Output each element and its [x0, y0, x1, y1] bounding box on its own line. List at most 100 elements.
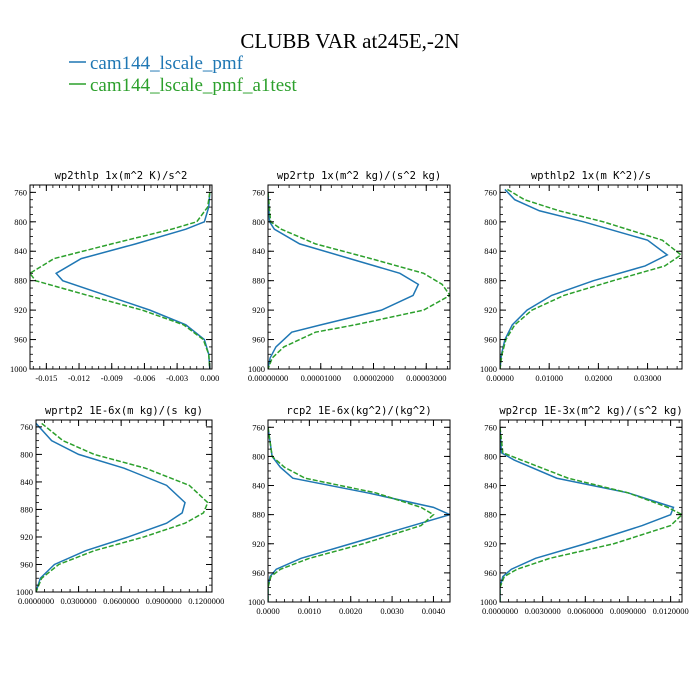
- legend-label-1: cam144_lscale_pmf_a1test: [90, 75, 298, 96]
- panel-title: wp2thlp 1x(m^2 K)/s^2: [55, 170, 188, 182]
- x-tick-label: 0.0120000: [653, 606, 689, 616]
- y-tick-label: 800: [252, 451, 265, 461]
- y-tick-label: 880: [484, 510, 497, 520]
- x-tick-label: 0.00002000: [353, 373, 393, 383]
- y-tick-label: 920: [484, 305, 497, 315]
- y-tick-label: 920: [252, 539, 265, 549]
- x-tick-label: 0.0030000: [525, 606, 561, 616]
- x-tick-label: 0.0090000: [610, 606, 646, 616]
- panel-title: wpthlp2 1x(m K^2)/s: [531, 170, 651, 182]
- y-tick-label: 880: [484, 276, 497, 286]
- x-tick-label: 0.00003000: [406, 373, 446, 383]
- series-line-0: [54, 192, 211, 369]
- y-tick-label: 840: [252, 246, 265, 256]
- y-tick-label: 760: [14, 187, 27, 197]
- y-tick-label: 960: [484, 335, 497, 345]
- y-tick-label: 800: [484, 451, 497, 461]
- x-tick-label: 0.0010: [298, 606, 321, 616]
- x-tick-label: -0.012: [68, 373, 90, 383]
- y-tick-label: 760: [252, 187, 265, 197]
- plot-frame: [29, 184, 213, 370]
- y-tick-label: 800: [252, 217, 265, 227]
- legend: cam144_lscale_pmf cam144_lscale_pmf_a1te…: [69, 53, 298, 96]
- y-tick-label: 760: [484, 422, 497, 432]
- y-tick-label: 760: [484, 187, 497, 197]
- x-tick-label: 0.0000000: [482, 606, 518, 616]
- x-tick-label: 0.03000: [634, 373, 662, 383]
- y-tick-label: 800: [484, 217, 497, 227]
- x-tick-label: 0.00000000: [248, 373, 288, 383]
- plot-frame: [267, 184, 451, 370]
- y-tick-label: 1000: [248, 597, 265, 607]
- series-line-1: [268, 427, 435, 602]
- y-tick-label: 960: [20, 559, 33, 569]
- x-tick-label: 0.00001000: [301, 373, 341, 383]
- x-tick-label: 0.0030: [380, 606, 403, 616]
- y-tick-label: 840: [14, 246, 27, 256]
- x-tick-label: 0.02000: [585, 373, 613, 383]
- panel-4: rcp2 1E-6x(kg^2)/(kg^2) 760 800 840 880 920 96…: [248, 405, 451, 616]
- series-line-1: [30, 192, 211, 369]
- x-tick-label: 0.01000: [535, 373, 563, 383]
- panel-0: wp2thlp 1x(m^2 K)/s^2 760 800 840 880 920 960 1…: [10, 170, 219, 383]
- legend-label-0: cam144_lscale_pmf: [90, 53, 244, 74]
- y-tick-label: 840: [20, 477, 33, 487]
- y-tick-label: 840: [484, 481, 497, 491]
- panel-title: rcp2 1E-6x(kg^2)/(kg^2): [286, 405, 431, 417]
- x-tick-label: 0.0040: [422, 606, 445, 616]
- x-tick-label: 0.0600000: [103, 596, 139, 606]
- panels-container: wp2thlp 1x(m^2 K)/s^2 760 800 840 880 920 960 1…: [10, 170, 689, 616]
- series-line-1: [36, 422, 209, 592]
- x-tick-label: 0.0000: [256, 606, 279, 616]
- series-line-1: [500, 188, 682, 369]
- series-line-0: [36, 422, 186, 592]
- panel-5: wp2rcp 1E-3x(m^2 kg)/(s^2 kg)760 800 840 88…: [480, 405, 689, 616]
- series-line-0: [500, 427, 675, 602]
- x-tick-label: 0.1200000: [188, 596, 224, 606]
- series-line-0: [268, 427, 450, 602]
- panel-title: wprtp2 1E-6x(m kg)/(s kg): [45, 405, 203, 417]
- series-line-0: [500, 188, 669, 369]
- y-tick-label: 880: [20, 504, 33, 514]
- x-tick-label: -0.003: [166, 373, 188, 383]
- y-tick-label: 960: [14, 335, 27, 345]
- y-tick-label: 760: [252, 422, 265, 432]
- y-tick-label: 800: [20, 449, 33, 459]
- y-tick-label: 800: [14, 217, 27, 227]
- y-tick-label: 840: [252, 481, 265, 491]
- y-tick-label: 920: [484, 539, 497, 549]
- x-tick-label: 0.0060000: [567, 606, 603, 616]
- y-tick-label: 1000: [248, 364, 265, 374]
- y-tick-label: 920: [14, 305, 27, 315]
- y-tick-label: 960: [484, 568, 497, 578]
- panel-2: wpthlp2 1x(m K^2)/s 760 800 840 880 920 960 100…: [480, 170, 683, 383]
- y-tick-label: 880: [252, 510, 265, 520]
- x-tick-label: 0.00000: [486, 373, 514, 383]
- panel-3: wprtp2 1E-6x(m kg)/(s kg) 760 800 840 880 920…: [16, 405, 224, 606]
- y-tick-label: 840: [484, 246, 497, 256]
- plot-frame: [35, 419, 213, 593]
- x-tick-label: 0.0300000: [61, 596, 97, 606]
- y-tick-label: 1000: [16, 587, 33, 597]
- plot-frame: [499, 419, 683, 603]
- y-tick-label: 1000: [10, 364, 27, 374]
- x-tick-label: -0.006: [133, 373, 155, 383]
- x-tick-label: 0.0000000: [18, 596, 54, 606]
- panel-title: wp2rcp 1E-3x(m^2 kg)/(s^2 kg): [499, 405, 682, 417]
- x-tick-label: 0.0900000: [146, 596, 182, 606]
- y-tick-label: 1000: [480, 364, 497, 374]
- y-tick-label: 960: [252, 568, 265, 578]
- y-tick-label: 1000: [480, 597, 497, 607]
- series-line-1: [268, 192, 450, 369]
- y-tick-label: 880: [14, 276, 27, 286]
- x-tick-label: -0.015: [35, 373, 57, 383]
- x-tick-label: 0.000: [200, 373, 219, 383]
- series-line-1: [500, 427, 682, 602]
- series-line-0: [268, 192, 420, 369]
- panel-title: wp2rtp 1x(m^2 kg)/(s^2 kg): [277, 170, 441, 182]
- y-tick-label: 920: [20, 532, 33, 542]
- x-tick-label: 0.0020: [339, 606, 362, 616]
- y-tick-label: 920: [252, 305, 265, 315]
